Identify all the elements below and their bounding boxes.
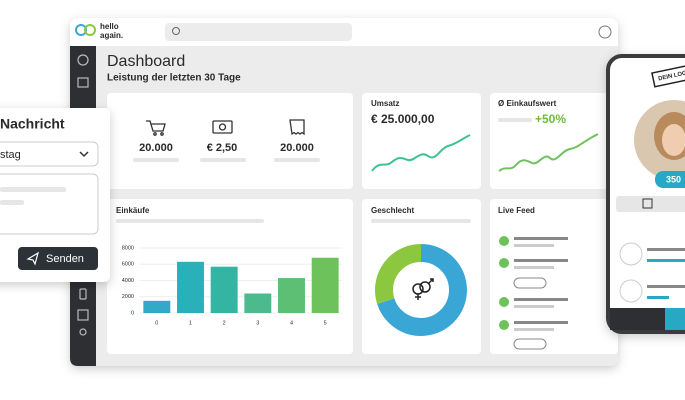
placeholders: [133, 158, 320, 162]
change-value: +50%: [535, 112, 566, 126]
profile-face: [662, 124, 685, 156]
y-tick-label: 6000: [122, 262, 134, 268]
x-tick-label: 5: [324, 320, 327, 326]
placeholder: [647, 285, 685, 288]
placeholder: [371, 219, 471, 223]
kpi-value: € 2,50: [207, 142, 238, 154]
sparkline: [371, 134, 471, 172]
placeholder: [0, 200, 24, 205]
logo-text: hello: [100, 22, 119, 31]
kpi-value: 20.000: [139, 142, 173, 154]
y-tick-label: 8000: [122, 245, 134, 251]
bar: [278, 278, 305, 313]
chart-title: Einkäufe: [116, 206, 150, 215]
feed-items: [499, 236, 568, 350]
bar: [177, 261, 204, 313]
logo-text: DEIN LOG: [658, 70, 685, 82]
bar: [143, 300, 171, 313]
progress: [647, 259, 685, 262]
x-tick-label: 1: [189, 320, 192, 326]
nav-active[interactable]: [665, 308, 685, 330]
y-tick-label: 0: [131, 310, 134, 316]
points-badge: [655, 171, 685, 188]
phone-logo: DEIN LOG: [651, 63, 685, 88]
revenue-value: € 25.000,00: [371, 112, 435, 126]
bar: [311, 257, 339, 313]
card-title: Umsatz: [371, 99, 399, 108]
kpi-icons: [146, 119, 305, 136]
y-tick-label: 2000: [122, 294, 134, 300]
bar: [244, 293, 272, 313]
y-tick-label: 4000: [122, 278, 134, 284]
page-subtitle: Leistung der letzten 30 Tage: [107, 73, 241, 84]
button-label: Senden: [46, 253, 84, 265]
points: 350: [666, 174, 681, 184]
x-tick-label: 2: [223, 320, 226, 326]
popup-title: Nachricht: [0, 116, 65, 132]
search-icon: [172, 27, 180, 35]
gender-icon: [412, 278, 434, 300]
logo-text: again.: [100, 31, 123, 40]
card: [107, 93, 353, 189]
card: [362, 93, 481, 189]
x-tick-label: 0: [155, 320, 158, 326]
sidebar-icons: [77, 54, 89, 336]
card-title: Ø Einkaufswert: [498, 99, 557, 108]
logo: hello again.: [75, 22, 123, 40]
send-icon: [26, 251, 39, 266]
bar: [210, 266, 238, 313]
sparkline: [498, 133, 599, 172]
placeholder: [0, 187, 66, 192]
qr-button[interactable]: [616, 196, 685, 212]
x-tick-label: 4: [290, 320, 293, 326]
placeholder: [116, 219, 264, 223]
day-select[interactable]: [0, 141, 99, 167]
progress: [647, 296, 669, 299]
chevron: [79, 151, 89, 158]
top-bar: [70, 40, 618, 46]
placeholder: [647, 248, 685, 251]
chart-title: Geschlecht: [371, 206, 414, 215]
search-bar[interactable]: [165, 23, 352, 41]
select-value: stag: [0, 149, 21, 161]
qr-icon: [642, 198, 653, 209]
page-title: Dashboard: [107, 53, 185, 70]
avatar[interactable]: [598, 25, 612, 39]
placeholder: [498, 118, 532, 122]
card-title: Live Feed: [498, 206, 535, 215]
donut-segment: [375, 244, 467, 336]
discount-icon: [619, 279, 643, 303]
card: [490, 93, 618, 189]
x-tick-label: 3: [256, 320, 259, 326]
gift-icon: [619, 242, 643, 266]
kpi-value: 20.000: [280, 142, 314, 154]
